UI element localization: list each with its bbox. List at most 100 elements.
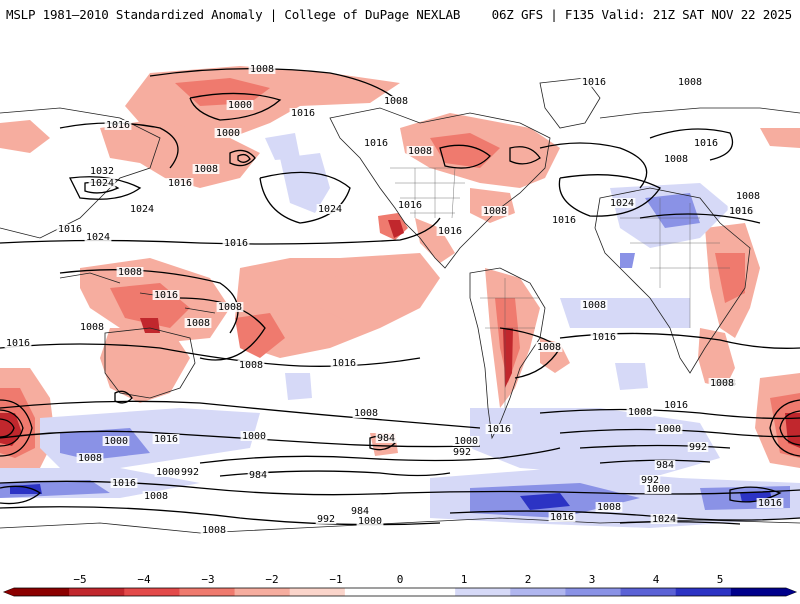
- contour-label: 1000: [657, 424, 681, 435]
- contour-label: 1024: [318, 204, 342, 215]
- anomaly-map[interactable]: 1008 1000 1016 1000 1008 1016 1032 1024 1016 1024…: [0, 28, 800, 568]
- contour-label-bg: [110, 478, 138, 488]
- colorbar-swatch: [455, 588, 511, 596]
- contour-label-bg: [248, 64, 276, 74]
- anomaly-area-aleutian: [265, 133, 300, 160]
- contour-label: 992: [453, 447, 471, 458]
- contour-label: 1016: [592, 332, 616, 343]
- contour-label: 1024: [86, 232, 110, 243]
- isobar-south-992: [199, 447, 561, 464]
- colorbar-left-extend: [4, 588, 14, 596]
- contour-label: 1016: [729, 206, 753, 217]
- colorbar-swatch: [510, 588, 566, 596]
- contour-label: 1016: [364, 138, 388, 149]
- contour-label-bg: [485, 424, 513, 434]
- anomaly-area-antarctic-extreme: [520, 493, 570, 510]
- contour-label-bg: [88, 166, 116, 176]
- contour-label-bg: [655, 424, 683, 434]
- colorbar-tick-label: −3: [201, 573, 214, 586]
- contour-label: 1008: [483, 206, 507, 217]
- contour-label-bg: [580, 77, 608, 87]
- colorbar-tick-label: 2: [525, 573, 532, 586]
- south-america-borders: [480, 278, 540, 408]
- contour-label: 1000: [454, 436, 478, 447]
- contour-label: 984: [377, 433, 395, 444]
- contour-label-bg: [548, 512, 576, 522]
- contour-label: 1000: [216, 128, 240, 139]
- contour-label: 1008: [736, 191, 760, 202]
- isobar-azores-1024: [558, 174, 661, 217]
- contour-label-bg: [200, 525, 228, 535]
- contour-label: 1016: [694, 138, 718, 149]
- contour-label: 1008: [664, 154, 688, 165]
- isobar-antarctic-1024: [619, 521, 741, 525]
- anomaly-area-east-africa-core: [715, 253, 745, 303]
- isobar-australia-1008: [179, 297, 266, 361]
- isobar-canada-low-inner: [509, 146, 541, 165]
- isobar-pacific-1016: [0, 217, 441, 245]
- contour-label-bg: [595, 502, 623, 512]
- coastline-africa: [594, 187, 751, 374]
- anomaly-area-southeast-extreme: [785, 413, 800, 448]
- contour-label-bg: [237, 360, 265, 370]
- contour-label-bg: [166, 178, 194, 188]
- colorbar-swatch: [179, 588, 236, 596]
- contour-label: 1008: [78, 453, 102, 464]
- contour-label: 992: [689, 442, 707, 453]
- contour-label: 1016: [758, 498, 782, 509]
- contour-label-bg: [662, 400, 690, 410]
- contour-label-bg: [78, 322, 106, 332]
- anomaly-area-sahara-core: [645, 193, 700, 228]
- isobar-aleutian-low-inner: [237, 153, 251, 163]
- contour-label-bg: [406, 146, 434, 156]
- contour-label-bg: [104, 120, 132, 130]
- contour-label: 984: [351, 506, 369, 517]
- isobar-southeast-low-ring1: [769, 399, 800, 457]
- contour-label: 984: [249, 470, 267, 481]
- isobar-contours: [0, 68, 800, 526]
- colorbar-swatch: [344, 588, 401, 596]
- contour-label-bg: [676, 77, 704, 87]
- contour-label-bg: [88, 178, 116, 188]
- colorbar-swatch: [620, 588, 677, 596]
- isobar-north-pacific-1008: [149, 68, 401, 104]
- isobar-south-1000: [0, 430, 481, 448]
- anomaly-area-south-pacific-high: [615, 363, 648, 390]
- contour-label-bg: [4, 338, 32, 348]
- colorbar-tick-label: 4: [653, 573, 660, 586]
- contour-label-bg: [451, 447, 473, 457]
- contour-label-bg: [436, 226, 464, 236]
- contour-label: 1016: [664, 400, 688, 411]
- contour-label-bg: [550, 215, 578, 225]
- anomaly-area-east-siberia: [0, 120, 50, 153]
- colorbar-swatch: [675, 588, 732, 596]
- contour-label-bg: [128, 204, 156, 214]
- contour-label: 1000: [358, 516, 382, 527]
- contour-label-bg: [662, 154, 690, 164]
- contour-label-bg: [352, 408, 380, 418]
- contour-label: 1008: [408, 146, 432, 157]
- contour-label-bg: [330, 358, 358, 368]
- anomaly-area-mexico: [415, 218, 455, 263]
- contour-label-bg: [608, 198, 636, 208]
- colorbar-swatch: [14, 588, 70, 596]
- contour-label-bg: [734, 191, 762, 201]
- contour-label: 1024: [90, 178, 114, 189]
- colorbar: −5 −4 −3 −2 −1 0 1 2 3 4 5: [0, 568, 800, 600]
- contour-label: 1016: [106, 120, 130, 131]
- contour-label: 1008: [144, 491, 168, 502]
- anomaly-area-madagascar: [698, 328, 735, 388]
- contour-label: 1008: [628, 407, 652, 418]
- coastline-australia: [104, 327, 196, 399]
- contour-label: 1008: [354, 408, 378, 419]
- contour-label-bg: [639, 475, 661, 485]
- anomaly-area-south-atlantic: [285, 373, 312, 400]
- contour-label: 1008: [202, 525, 226, 536]
- usa-state-lines: [390, 167, 470, 219]
- contour-label: 1016: [112, 478, 136, 489]
- contour-label: 992: [317, 514, 335, 525]
- colorbar-tick-label: 5: [717, 573, 724, 586]
- contour-label: 1024: [610, 198, 634, 209]
- contour-label-bg: [396, 200, 424, 210]
- colorbar-swatch: [730, 588, 787, 596]
